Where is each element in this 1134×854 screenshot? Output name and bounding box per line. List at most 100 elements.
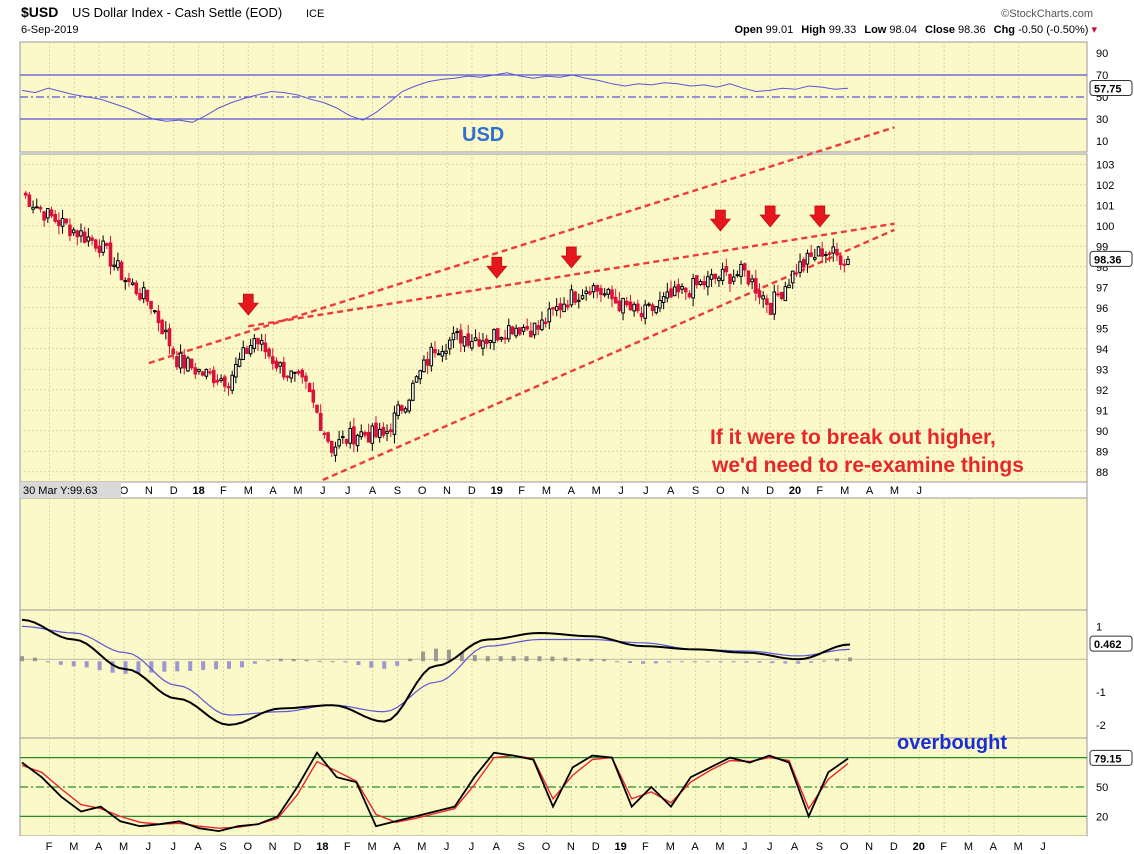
candle-body <box>801 259 806 268</box>
candle-body <box>643 304 647 319</box>
candle-body <box>492 329 496 344</box>
macd-histogram-bar <box>317 660 322 662</box>
candle-body <box>223 376 227 387</box>
candle-body <box>569 289 574 306</box>
candle-body <box>300 369 305 378</box>
month-axes: O N D 18 F M A M J J A S O N D 19 F M A M J J A S O N D 20 F M A M J F M A M… <box>46 485 1046 853</box>
candle-body <box>532 322 537 336</box>
candle-body <box>776 293 780 296</box>
rsi-y-tick: 30 <box>1096 114 1108 126</box>
candle-body <box>772 291 777 315</box>
macd-histogram-bar <box>395 661 400 666</box>
macd-histogram-bar <box>666 661 671 663</box>
month-top-label: 20 <box>789 485 801 497</box>
price-y-tick: 99 <box>1096 241 1108 253</box>
macd-histogram-bar <box>628 661 633 664</box>
month-top-label: M <box>293 485 302 497</box>
candle-body <box>64 218 69 224</box>
open-label: Open <box>734 24 762 36</box>
candle-body <box>735 274 740 277</box>
candle-body <box>38 206 43 210</box>
price-panel <box>19 153 1088 483</box>
candle-body <box>717 277 721 282</box>
candle-body <box>278 362 282 367</box>
macd-panel <box>19 609 1088 739</box>
candle-body <box>34 206 39 209</box>
candle-body <box>71 229 76 234</box>
macd-histogram-bar <box>84 661 89 668</box>
candle-body <box>580 295 585 300</box>
macd-histogram-bar <box>757 661 762 663</box>
candle-body <box>750 278 754 283</box>
candle-body <box>167 328 172 347</box>
macd-histogram-bar <box>356 661 361 666</box>
grid-lines <box>20 42 1087 836</box>
price-y-tick: 95 <box>1096 323 1108 335</box>
month-bottom-label: D <box>294 841 302 853</box>
candle-body <box>658 299 662 309</box>
macd-histogram-bar <box>330 661 335 663</box>
macd-histogram-bar <box>227 661 231 669</box>
price-y-tick: 91 <box>1096 405 1108 417</box>
candle-body <box>831 246 836 254</box>
candle-body <box>473 337 478 341</box>
candle-body <box>259 339 264 345</box>
candle-body <box>197 368 201 372</box>
candle-body <box>333 446 338 456</box>
candle-body <box>27 194 32 207</box>
month-bottom-label: M <box>119 841 128 853</box>
candle-body <box>119 261 124 281</box>
candle-body <box>359 431 364 438</box>
candle-body <box>105 243 109 246</box>
candle-body <box>488 340 493 343</box>
price-y-tick: 101 <box>1096 200 1114 212</box>
month-top-label: J <box>320 485 326 497</box>
month-top-label: F <box>220 485 227 497</box>
candle-body <box>226 386 231 389</box>
candle-body <box>211 369 216 384</box>
macd-histogram-bar <box>123 661 128 674</box>
candle-body <box>838 255 843 265</box>
month-top-label: A <box>369 485 377 497</box>
candle-body <box>141 287 146 300</box>
candle-body <box>495 328 500 341</box>
stoch-y-tick: 20 <box>1096 811 1108 823</box>
candle-body <box>783 286 788 302</box>
candle-body <box>407 399 411 412</box>
candle-body <box>230 374 234 391</box>
month-bottom-label: A <box>493 841 501 853</box>
candle-body <box>632 303 636 312</box>
month-top-label: J <box>916 485 922 497</box>
candle-body <box>352 426 356 445</box>
price-y-tick: 92 <box>1096 385 1108 397</box>
price-candles <box>23 190 850 462</box>
macd-histogram-bar <box>110 661 115 673</box>
price-y-tick: 89 <box>1096 446 1108 458</box>
month-top-label: M <box>890 485 899 497</box>
month-bottom-label: 19 <box>614 841 626 853</box>
candle-body <box>149 300 153 310</box>
month-bottom-label: N <box>269 841 277 853</box>
symbol: $USD <box>21 4 58 20</box>
candle-body <box>296 371 301 374</box>
candle-body <box>256 337 260 345</box>
macd-histogram-bar <box>58 661 63 665</box>
candle-body <box>315 404 319 413</box>
candle-body <box>669 288 673 298</box>
candle-body <box>182 354 187 369</box>
candle-body <box>208 371 212 374</box>
macd-histogram-bar <box>71 661 76 667</box>
candle-body <box>164 329 168 333</box>
candle-body <box>835 248 839 255</box>
macd-histogram-bar <box>446 649 451 662</box>
stochastic-indicator <box>20 751 1087 833</box>
candle-body <box>90 237 94 241</box>
candle-body <box>193 367 198 375</box>
month-top-label: N <box>145 485 153 497</box>
candle-body <box>307 383 312 393</box>
candle-body <box>304 375 308 382</box>
candle-body <box>97 245 102 254</box>
month-top-label: M <box>840 485 849 497</box>
candle-body <box>547 308 552 323</box>
down-arrow-icon <box>237 293 259 316</box>
